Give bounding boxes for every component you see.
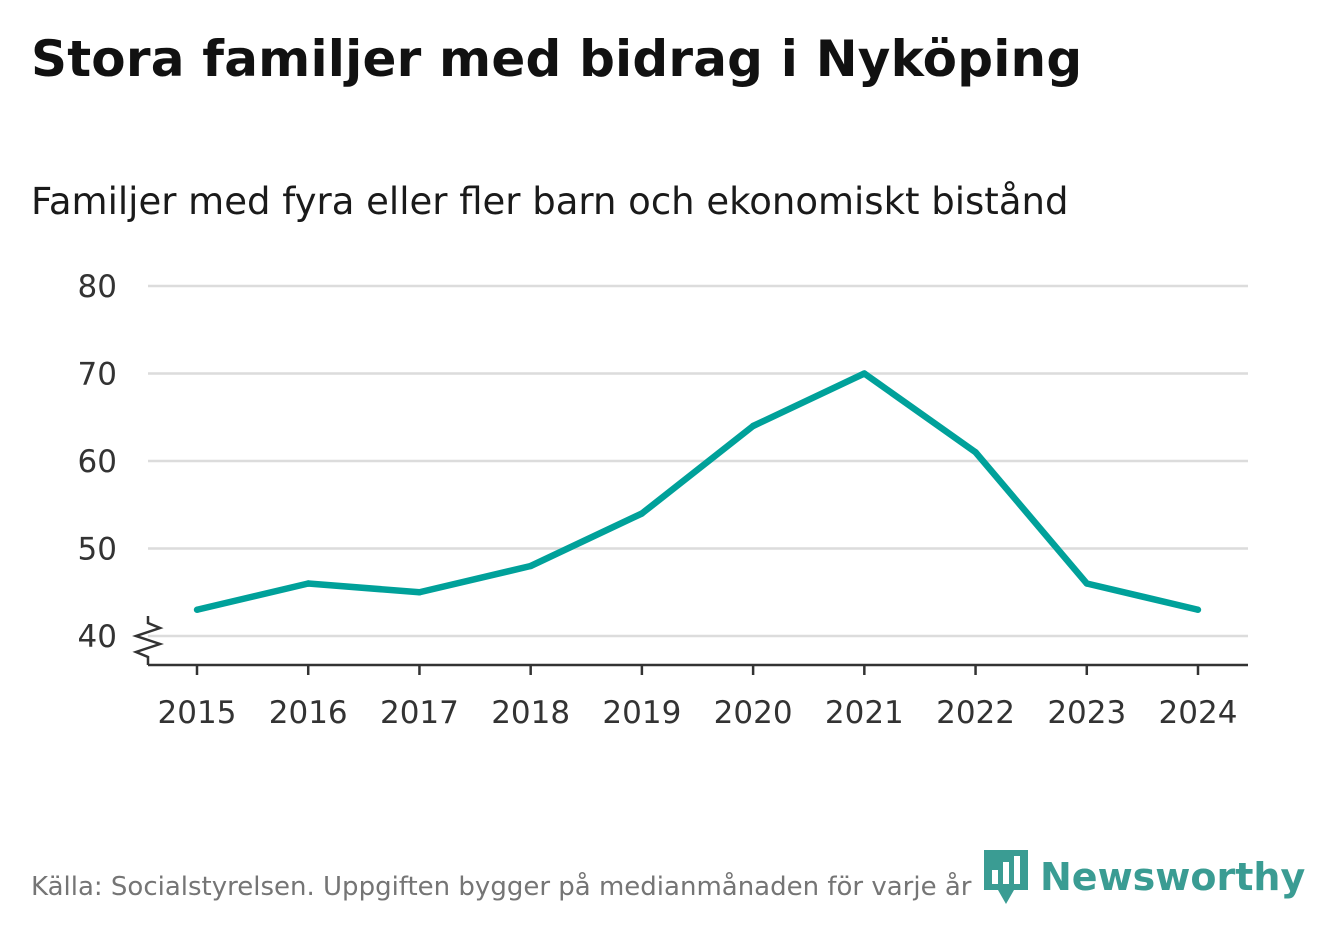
- x-tick-label: 2024: [1159, 695, 1238, 731]
- x-axis: [132, 616, 1248, 667]
- y-axis-break-icon: [132, 616, 164, 665]
- brand-name: Newsworthy: [1040, 855, 1306, 899]
- series-line: [196, 370, 1199, 613]
- x-tick-label: 2021: [825, 695, 904, 731]
- data-point: [1194, 606, 1202, 613]
- newsworthy-logo-icon: [984, 850, 1028, 904]
- data-point: [416, 589, 423, 596]
- x-tick-label: 2022: [936, 695, 1015, 731]
- data-point: [972, 449, 979, 456]
- data-point: [638, 510, 646, 517]
- data-point: [527, 562, 534, 570]
- chart-subtitle: Familjer med fyra eller fler barn och ek…: [31, 180, 1069, 223]
- series-layer: [193, 370, 1202, 613]
- data-point: [193, 606, 201, 613]
- x-tick-label: 2018: [491, 695, 570, 731]
- brand-logo[interactable]: Newsworthy: [982, 848, 1305, 906]
- y-axis-ticks: 40 50 60 70 80: [78, 269, 117, 655]
- x-tick-label: 2015: [158, 695, 237, 731]
- y-tick-label: 50: [78, 532, 117, 568]
- gridlines: [148, 284, 1248, 638]
- x-axis-ticks: 2015 2016 2017 2018 2019 2020 2021 2022 2023 2024: [158, 665, 1238, 731]
- y-tick-label: 60: [78, 444, 117, 480]
- y-tick-label: 40: [78, 619, 117, 655]
- data-point: [749, 422, 757, 430]
- x-tick-label: 2019: [602, 695, 681, 731]
- y-tick-label: 70: [78, 357, 117, 393]
- x-tick-label: 2023: [1047, 695, 1126, 731]
- source-note: Källa: Socialstyrelsen. Uppgiften bygger…: [31, 872, 972, 902]
- data-point: [861, 370, 868, 377]
- data-point: [305, 580, 312, 587]
- data-point: [1083, 580, 1090, 587]
- x-tick-label: 2016: [269, 695, 348, 731]
- chart-title: Stora familjer med bidrag i Nyköping: [31, 30, 1083, 88]
- x-tick-label: 2017: [380, 695, 459, 731]
- y-tick-label: 80: [78, 269, 117, 305]
- x-tick-label: 2020: [714, 695, 793, 731]
